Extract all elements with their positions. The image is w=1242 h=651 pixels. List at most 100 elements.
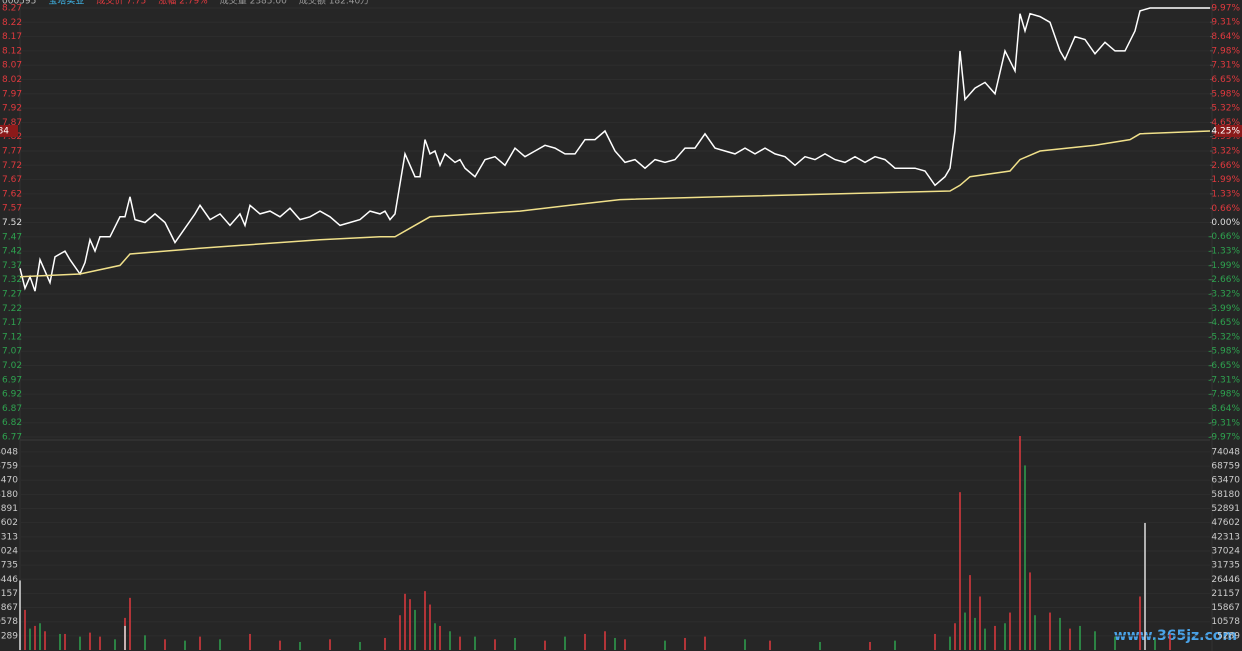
y-tick-label-right: 58180	[1211, 490, 1240, 500]
y-tick-label: 7.02	[2, 361, 22, 371]
y2-tick-label: -4.65%	[1208, 318, 1240, 328]
y-tick-label: 7.37	[2, 261, 22, 271]
y-tick-label: 7.27	[2, 290, 22, 300]
volume-bar	[1059, 617, 1061, 650]
volume-bar	[459, 636, 461, 650]
volume-bar	[414, 609, 416, 650]
volume-bar	[769, 640, 771, 650]
volume-bar	[434, 623, 436, 650]
volume-bar	[1144, 522, 1146, 650]
y-tick-label-left: 52891	[0, 504, 18, 514]
volume-bar	[869, 641, 871, 650]
volume-bar	[114, 639, 116, 650]
y-tick-label: 7.32	[2, 275, 22, 285]
volume-bar	[99, 636, 101, 650]
volume-bar	[129, 597, 131, 650]
volume-bar	[1169, 633, 1171, 650]
volume-bar	[819, 641, 821, 650]
volume-bar	[24, 609, 26, 650]
volume-bar	[44, 631, 46, 650]
y-tick-label-left: 58180	[0, 490, 18, 500]
y-tick-label-right: 10578	[1211, 617, 1240, 627]
y-tick-label: 6.97	[2, 375, 22, 385]
volume-bar	[1094, 631, 1096, 650]
volume-bar	[604, 631, 606, 650]
volume-bar	[1019, 436, 1021, 650]
y-tick-label-left: 63470	[0, 476, 18, 486]
y2-tick-label: 5.32%	[1211, 104, 1240, 114]
volume-bar	[624, 639, 626, 650]
y-tick-label: 7.92	[2, 104, 22, 114]
volume-bar	[1069, 628, 1071, 650]
y2-tick-label: 7.31%	[1211, 61, 1240, 71]
y-tick-label: 6.87	[2, 404, 22, 414]
y2-tick-label: 8.64%	[1211, 32, 1240, 42]
volume-bar	[59, 633, 61, 650]
y2-tick-label: 5.98%	[1211, 89, 1240, 99]
y2-tick-label: -6.65%	[1208, 361, 1240, 371]
y-tick-label-left: 42313	[0, 532, 18, 542]
y-tick-label: 7.42	[2, 247, 22, 257]
y-tick-label: 7.62	[2, 189, 22, 199]
volume-bar	[79, 636, 81, 650]
y-tick-label: 8.17	[2, 32, 22, 42]
y-tick-label-left: 31735	[0, 561, 18, 571]
volume-bar	[664, 640, 666, 650]
volume-bar	[684, 637, 686, 650]
y2-tick-label: 9.97%	[1211, 4, 1240, 14]
y-tick-label-left: 68759	[0, 462, 18, 472]
y-tick-label-left: 15867	[0, 603, 18, 613]
y-tick-label: 7.47	[2, 232, 22, 242]
y-tick-label-right: 5289	[1217, 631, 1240, 641]
volume-bar	[1079, 625, 1081, 650]
y-tick-label-right: 37024	[1211, 546, 1240, 556]
volume-bar	[564, 636, 566, 650]
y-tick-label-left: 47602	[0, 518, 18, 528]
volume-bar	[404, 593, 406, 650]
y-tick-label: 7.82	[2, 132, 22, 142]
y2-tick-label: 1.99%	[1211, 175, 1240, 185]
volume-bar	[384, 637, 386, 650]
volume-bar	[359, 641, 361, 650]
y2-tick-label: -1.33%	[1208, 247, 1240, 257]
volume-bar	[299, 641, 301, 650]
volume-bar	[409, 599, 411, 650]
y-tick-label-left: 74048	[0, 447, 18, 457]
y-tick-label: 7.22	[2, 304, 22, 314]
avg-change-label: 4.25%	[1211, 126, 1240, 136]
volume-bar	[984, 628, 986, 650]
price-line	[19, 7, 1210, 292]
volume-bar	[144, 635, 146, 650]
volume-bar	[184, 640, 186, 650]
y-tick-label: 7.87	[2, 118, 22, 128]
volume-bar	[969, 575, 971, 650]
volume-bar	[934, 633, 936, 650]
y2-tick-label: 9.31%	[1211, 18, 1240, 28]
volume-bar	[329, 639, 331, 650]
volume-bar	[429, 604, 431, 650]
volume-bar	[954, 623, 956, 650]
volume-bar	[219, 639, 221, 650]
volume-bar	[514, 637, 516, 650]
volume-bar	[704, 636, 706, 650]
volume-bar	[89, 632, 91, 650]
y-tick-label-right: 68759	[1211, 462, 1240, 472]
header-text: 000595	[2, 0, 36, 7]
volume-bar	[1004, 623, 1006, 650]
y2-tick-label: 4.65%	[1211, 118, 1240, 128]
y2-tick-label: 2.66%	[1211, 161, 1240, 171]
y2-tick-label: 0.00%	[1211, 218, 1240, 228]
volume-bar	[744, 639, 746, 650]
y-tick-label-right: 52891	[1211, 504, 1240, 514]
volume-bar	[1114, 636, 1116, 650]
y2-tick-label: -7.31%	[1208, 375, 1240, 385]
y2-tick-label: -9.97%	[1208, 433, 1240, 443]
volume-bar	[19, 580, 21, 650]
volume-bar	[424, 591, 426, 650]
y2-tick-label: -9.31%	[1208, 418, 1240, 428]
y-tick-label: 8.12	[2, 46, 22, 56]
volume-bar	[124, 625, 126, 650]
y2-tick-label: -8.64%	[1208, 404, 1240, 414]
